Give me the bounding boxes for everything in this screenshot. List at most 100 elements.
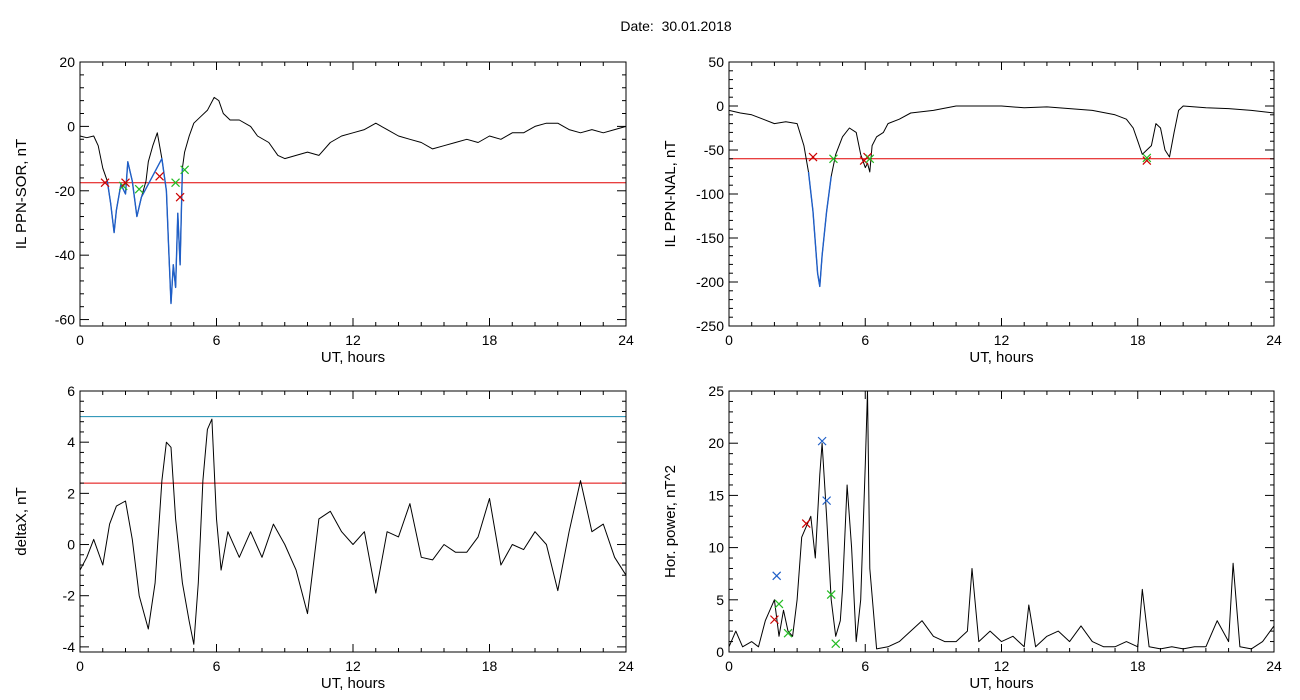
x-axis-label: UT, hours [321, 349, 385, 366]
x-axis-label: UT, hours [969, 675, 1033, 692]
x-axis-label: UT, hours [969, 349, 1033, 366]
chart-ppn-sor: 0 6 12 18 24 -60 -40 -20 0 20 UT, hours IL PPN-SOR,… [13, 54, 634, 366]
y-tick-label: -40 [55, 247, 75, 263]
x-tick-label: 0 [725, 332, 733, 348]
x-tick-label: 6 [213, 332, 221, 348]
marker-cross [831, 639, 841, 649]
marker-stroke [774, 599, 784, 609]
x-tick-label: 24 [618, 332, 634, 348]
marker-stroke [100, 178, 110, 188]
plot-frame [728, 390, 1275, 653]
marker-cross [801, 519, 811, 529]
marker-cross [121, 178, 130, 188]
marker-stroke [783, 628, 793, 638]
marker-stroke [1142, 156, 1152, 165]
x-tick-label: 18 [482, 332, 498, 348]
y-tick-label: 0 [716, 98, 724, 114]
series-line [106, 157, 184, 305]
y-tick-label: -250 [696, 318, 724, 334]
x-tick-label: 6 [861, 332, 869, 348]
marker-stroke [831, 639, 841, 649]
y-tick-label: -4 [63, 639, 76, 655]
marker-cross [817, 436, 827, 446]
marker-cross [100, 178, 110, 188]
marker-cross [808, 152, 818, 162]
x-tick-label: 12 [994, 658, 1010, 674]
figure-title: Date: 30.01.2018 [620, 18, 732, 34]
marker-cross [774, 599, 784, 609]
marker-stroke [155, 171, 165, 181]
x-tick-label: 0 [76, 658, 84, 674]
x-tick-label: 0 [76, 332, 84, 348]
x-tick-label: 18 [1130, 332, 1146, 348]
x-tick-label: 18 [482, 658, 498, 674]
y-tick-label: 10 [708, 540, 724, 556]
marker-cross [822, 496, 832, 506]
x-tick-label: 6 [861, 658, 869, 674]
marker-stroke [171, 178, 180, 188]
marker-cross [134, 184, 144, 194]
marker-cross [155, 171, 165, 181]
y-tick-label: -20 [55, 183, 75, 199]
marker-stroke [829, 154, 838, 164]
marker-cross [865, 154, 875, 164]
marker-cross [772, 571, 782, 581]
marker-stroke [817, 436, 827, 446]
x-tick-label: 12 [994, 332, 1010, 348]
marker-stroke [772, 571, 782, 581]
x-tick-label: 24 [618, 658, 634, 674]
y-tick-label: 0 [67, 118, 75, 134]
y-tick-label: -60 [55, 312, 75, 328]
marker-cross [171, 178, 180, 188]
y-tick-label: 25 [708, 383, 724, 399]
y-tick-label: 0 [67, 537, 75, 553]
marker-stroke [769, 615, 779, 625]
x-tick-label: 24 [1266, 658, 1282, 674]
x-tick-label: 12 [345, 658, 361, 674]
series-line [79, 96, 627, 304]
marker-cross [1142, 156, 1152, 165]
y-tick-label: 20 [708, 435, 724, 451]
marker-stroke [801, 519, 811, 529]
y-tick-label: 5 [716, 592, 724, 608]
chart-ppn-nal: 0 6 12 18 24 -250 -200 -150 -100 -50 0 50 UT, hours I… [662, 54, 1282, 366]
marker-cross [1142, 153, 1152, 163]
y-tick-label: 50 [708, 54, 724, 70]
x-axis-label: UT, hours [321, 675, 385, 692]
marker-stroke [822, 496, 832, 506]
y-tick-label: 6 [67, 383, 75, 399]
marker-stroke [175, 192, 185, 202]
marker-cross [829, 154, 838, 164]
y-axis-label: IL PPN-NAL, nT [662, 141, 679, 248]
y-tick-label: 15 [708, 487, 724, 503]
marker-stroke [180, 165, 190, 175]
marker-stroke [808, 152, 818, 162]
marker-stroke [1142, 153, 1152, 163]
series-line [79, 418, 627, 645]
marker-cross [180, 165, 190, 175]
plot-frame [79, 390, 627, 653]
y-tick-label: -100 [696, 186, 724, 202]
y-axis-label: IL PPN-SOR, nT [13, 139, 30, 249]
marker-stroke [121, 178, 130, 188]
x-tick-label: 12 [345, 332, 361, 348]
x-tick-label: 6 [213, 658, 221, 674]
y-tick-label: -2 [63, 588, 76, 604]
y-tick-label: -50 [704, 142, 724, 158]
series-line [807, 171, 832, 288]
y-tick-label: 0 [716, 644, 724, 660]
chart-hor-power: 0 6 12 18 24 0 5 10 15 20 25 UT, hours Hor. power, n… [662, 383, 1282, 692]
marker-cross [826, 590, 836, 600]
y-tick-label: -200 [696, 274, 724, 290]
y-tick-label: 2 [67, 485, 75, 501]
marker-cross [769, 615, 779, 625]
x-tick-label: 24 [1266, 332, 1282, 348]
marker-cross [783, 628, 793, 638]
y-tick-label: -150 [696, 230, 724, 246]
y-tick-label: 4 [67, 434, 75, 450]
x-tick-label: 18 [1130, 658, 1146, 674]
series-line [728, 390, 1275, 650]
marker-stroke [826, 590, 836, 600]
